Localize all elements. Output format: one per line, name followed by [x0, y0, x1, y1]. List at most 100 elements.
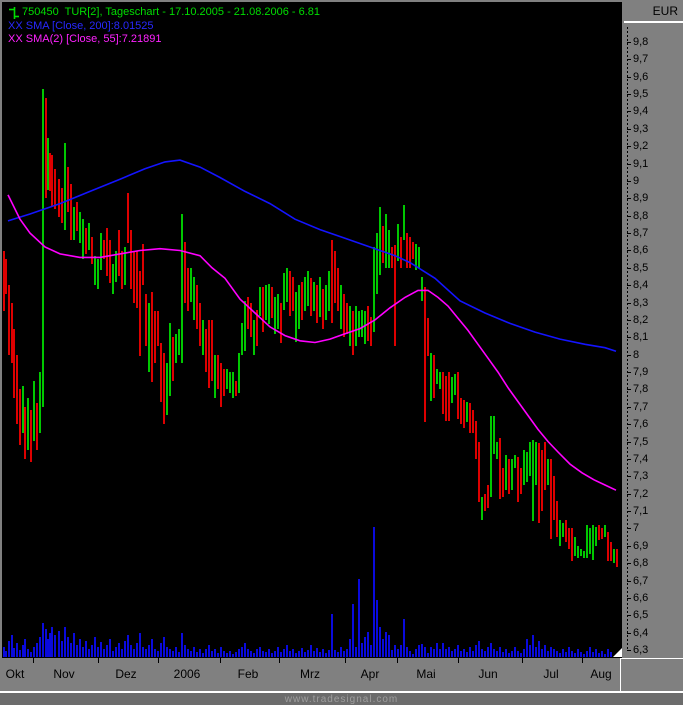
candle-bar — [82, 219, 84, 260]
candle-bar — [355, 306, 357, 346]
y-axis-tick-label: 9,1 — [633, 158, 649, 170]
currency-label: EUR — [652, 4, 678, 18]
candle-bar — [466, 401, 468, 423]
axis-resize-grip[interactable] — [613, 645, 622, 657]
candle-bar — [19, 389, 21, 445]
volume-bar — [94, 637, 96, 657]
volume-bar — [247, 649, 249, 657]
volume-bar — [445, 649, 447, 657]
y-axis-tick-mark — [627, 598, 631, 599]
candle-bar — [175, 333, 177, 364]
y-axis-tick-mark — [627, 407, 631, 408]
volume-bar — [187, 649, 189, 657]
candle-bar — [127, 193, 129, 244]
candle-bar — [112, 264, 114, 294]
volume-bar — [541, 649, 543, 657]
candle-bar — [424, 286, 426, 423]
candle-bar — [217, 354, 219, 390]
candle-bar — [394, 245, 396, 346]
x-axis-tick-mark — [582, 658, 583, 663]
volume-bar — [47, 639, 49, 657]
candle-bar — [247, 297, 249, 329]
x-axis-month-label: Jul — [543, 667, 559, 681]
volume-bar — [427, 653, 429, 657]
volume-bar — [385, 632, 387, 657]
sma55-line — [7, 194, 617, 491]
candle-bar — [340, 285, 342, 329]
volume-bar — [190, 651, 192, 657]
volume-bar — [418, 645, 420, 657]
candle-bar — [3, 250, 5, 312]
candle-bar — [145, 293, 147, 346]
volume-bar — [568, 647, 570, 657]
candle-bar — [538, 443, 540, 524]
candle-bar — [244, 300, 246, 352]
volume-bar — [5, 651, 7, 657]
candle-bar — [370, 316, 372, 346]
candle-bar — [475, 420, 477, 459]
candle-bar — [214, 354, 216, 399]
volume-layer — [2, 2, 622, 658]
y-axis-tick-label: 9,3 — [633, 123, 649, 135]
candle-bar — [235, 380, 237, 397]
volume-bar — [328, 650, 330, 657]
candle-bar — [262, 286, 264, 333]
volume-bar — [412, 654, 414, 657]
candle-bar — [541, 450, 543, 511]
candle-bar — [361, 309, 363, 338]
candle-bar — [130, 229, 132, 289]
time-axis[interactable]: Okt Nov Dez 2006 Feb Mrz Apr Mai Jun Jul Aug — [0, 658, 620, 691]
x-axis-month-label: Feb — [237, 667, 259, 681]
volume-bar — [85, 641, 87, 657]
y-axis-tick-mark — [627, 320, 631, 321]
candle-bar — [415, 243, 417, 270]
axis-top-divider — [624, 21, 683, 23]
volume-bar — [91, 645, 93, 657]
volume-bar — [514, 647, 516, 657]
candle-bar — [601, 528, 603, 539]
volume-bar — [529, 645, 531, 657]
volume-bar — [547, 651, 549, 657]
price-chart-canvas[interactable]: 750450 TUR[2], Tageschart - 17.10.2005 -… — [2, 2, 622, 658]
candle-bar — [445, 375, 447, 421]
volume-bar — [340, 647, 342, 657]
candle-bar — [5, 259, 7, 294]
candle-bar — [388, 229, 390, 268]
y-axis-tick-label: 6,6 — [633, 592, 649, 604]
candle-bar — [238, 352, 240, 393]
volume-bar — [535, 647, 537, 657]
candle-bar — [202, 319, 204, 355]
candle-bar — [526, 452, 528, 482]
volume-bar — [553, 649, 555, 657]
candle-bar — [418, 247, 420, 268]
volume-bar — [109, 639, 111, 657]
volume-bar — [571, 651, 573, 657]
candle-bar — [208, 319, 210, 388]
candle-bar — [520, 467, 522, 494]
volume-bar — [154, 649, 156, 657]
x-axis-month-label: Mai — [416, 667, 436, 681]
candle-bar — [508, 458, 510, 494]
candle-bar — [499, 438, 501, 499]
candle-bar — [322, 288, 324, 329]
candle-bar — [241, 323, 243, 355]
volume-bar — [577, 649, 579, 657]
candle-bar — [286, 267, 288, 303]
candle-bar — [502, 467, 504, 498]
candle-bar — [331, 240, 333, 324]
volume-bar — [163, 637, 165, 657]
volume-bar — [424, 647, 426, 657]
y-axis-tick-mark — [627, 546, 631, 547]
volume-bar — [298, 651, 300, 657]
candle-bar — [76, 201, 78, 232]
volume-bar — [145, 649, 147, 657]
candle-bar — [511, 458, 513, 491]
y-axis-tick-mark — [627, 268, 631, 269]
y-axis-tick-label: 7,9 — [633, 366, 649, 378]
volume-bar — [496, 651, 498, 657]
y-axis-tick-label: 9,5 — [633, 88, 649, 100]
candle-bar — [106, 227, 108, 277]
candle-bar — [493, 415, 495, 454]
price-axis[interactable]: EUR 9,8 9,7 9,6 9,5 9,4 9,3 9,2 9,1 9 8,9 8,8 8,7 8,… — [622, 0, 683, 658]
volume-bar — [589, 647, 591, 657]
